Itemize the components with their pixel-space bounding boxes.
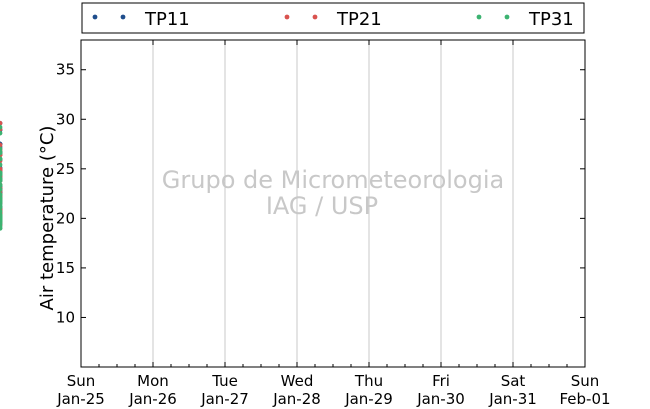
y-tick-label: 25 bbox=[56, 160, 75, 178]
x-tick-label-date: Jan-28 bbox=[272, 390, 321, 408]
x-tick-label-day: Sat bbox=[501, 372, 526, 390]
y-tick-label: 15 bbox=[56, 259, 75, 277]
data-point bbox=[0, 213, 3, 219]
legend-marker bbox=[504, 14, 510, 20]
y-axis-label: Air temperature (°C) bbox=[37, 126, 58, 311]
x-tick-label-date: Feb-01 bbox=[559, 390, 610, 408]
x-tick-label-day: Sun bbox=[67, 372, 96, 390]
y-tick-label: 35 bbox=[56, 61, 75, 79]
x-tick-label-date: Jan-27 bbox=[200, 390, 249, 408]
legend-marker bbox=[284, 14, 290, 20]
data-point bbox=[0, 124, 3, 130]
x-tick-label-day: Tue bbox=[211, 372, 238, 390]
data-point bbox=[0, 162, 3, 168]
x-tick-label-day: Fri bbox=[432, 372, 450, 390]
data-point bbox=[0, 192, 3, 197]
data-point bbox=[0, 205, 3, 210]
x-tick-label-date: Jan-25 bbox=[56, 390, 105, 408]
plot-data bbox=[0, 120, 3, 231]
data-point bbox=[0, 120, 3, 126]
data-point bbox=[0, 220, 3, 226]
x-tick-label-day: Wed bbox=[281, 372, 314, 390]
y-tick-label: 30 bbox=[56, 110, 75, 128]
x-tick-label-day: Sun bbox=[571, 372, 600, 390]
legend-label: TP21 bbox=[336, 9, 382, 30]
legend-marker bbox=[92, 14, 98, 20]
data-point bbox=[0, 172, 3, 178]
data-point bbox=[0, 182, 3, 188]
data-point bbox=[0, 225, 3, 231]
x-tick-label-date: Jan-26 bbox=[128, 390, 177, 408]
y-tick-label: 10 bbox=[56, 308, 75, 326]
legend-label: TP11 bbox=[144, 9, 190, 30]
watermark: Grupo de Micrometeorologia IAG / USP bbox=[162, 166, 504, 220]
data-point bbox=[0, 187, 3, 193]
x-tick-label-date: Jan-30 bbox=[416, 390, 465, 408]
watermark-line-2: IAG / USP bbox=[266, 192, 378, 220]
axes: SunJan-25MonJan-26TueJan-27WedJan-28ThuJ… bbox=[56, 40, 611, 408]
legend-frame bbox=[81, 2, 585, 34]
data-point bbox=[0, 146, 3, 152]
legend-label: TP31 bbox=[528, 9, 574, 30]
watermark-line-1: Grupo de Micrometeorologia bbox=[162, 166, 504, 194]
data-point bbox=[0, 177, 3, 183]
x-tick-label-day: Thu bbox=[354, 372, 383, 390]
legend-marker bbox=[476, 14, 482, 20]
x-tick-label-date: Jan-31 bbox=[488, 390, 537, 408]
data-point bbox=[0, 142, 3, 148]
data-point bbox=[0, 156, 3, 162]
legend: TP11 TP21 TP31 bbox=[81, 2, 585, 34]
data-point bbox=[0, 130, 3, 136]
data-point bbox=[0, 150, 3, 156]
x-tick-label-date: Jan-29 bbox=[344, 390, 393, 408]
grid-lines bbox=[152, 40, 514, 367]
legend-marker bbox=[120, 14, 126, 20]
legend-marker bbox=[312, 14, 318, 20]
y-tick-label: 20 bbox=[56, 209, 75, 227]
series-TP31 bbox=[0, 124, 3, 231]
data-point bbox=[0, 198, 3, 203]
x-tick-label-day: Mon bbox=[137, 372, 169, 390]
